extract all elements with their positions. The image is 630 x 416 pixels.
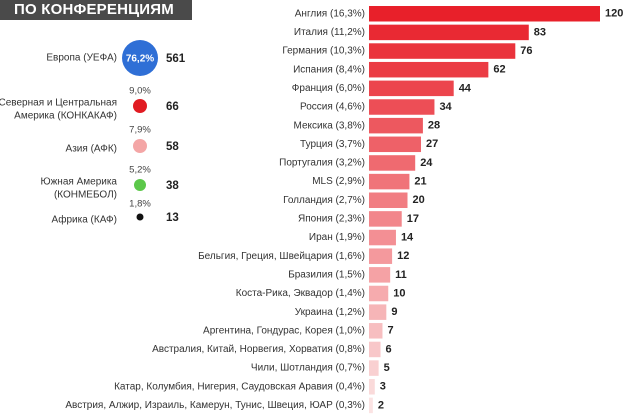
bar [369,323,383,339]
category-label: Бельгия, Греция, Швейцария (1,6%) [198,251,365,262]
conference-count: 38 [166,180,179,192]
bar [369,304,387,320]
category-label: Италия (11,2%) [294,27,365,38]
conference-label: Америка (КОНКАКАФ) [14,111,117,122]
category-label: Франция (6,0%) [292,83,365,94]
value-label: 10 [393,287,405,299]
bar [369,229,396,246]
conference-count: 561 [166,53,186,65]
value-label: 28 [428,120,440,132]
conference-item: Европа (УЕФА) 76,2% 561 [46,40,186,76]
conference-label: (КОНМЕБОЛ) [54,190,117,201]
value-label: 6 [386,343,392,355]
category-label: Иран (1,9%) [309,232,365,243]
category-label: Англия (16,3%) [295,8,365,19]
bar [369,43,516,59]
category-label: Чили, Шотландия (0,7%) [251,363,365,374]
category-label: Коста-Рика, Эквадор (1,4%) [236,288,365,299]
value-label: 9 [391,306,397,318]
conference-dot [136,213,144,221]
bar [369,397,373,414]
bar [369,267,391,283]
conference-label: Африка (КАФ) [51,214,117,226]
bar [369,379,375,395]
value-label: 83 [534,26,546,38]
bar [369,136,421,153]
conference-item: Азия (АФК) 7,9% 58 [66,125,180,155]
conference-item: Южная Америка (КОНМЕБОЛ) 5,2% 38 [41,165,180,201]
category-label: MLS (2,9%) [312,176,365,187]
conference-dot [122,40,158,76]
conference-item: Северная и Центральная Америка (КОНКАКАФ)… [0,86,179,122]
conference-percent: 5,2% [129,165,151,176]
value-label: 17 [407,213,419,225]
bar [369,80,454,97]
conference-dot [133,99,147,113]
category-label: Турция (3,7%) [300,139,365,150]
conference-label: Азия (АФК) [66,144,117,155]
category-label: Украина (1,2%) [295,307,365,318]
category-label: Аргентина, Гондурас, Корея (1,0%) [203,325,365,336]
conference-count: 66 [166,101,179,113]
bar [369,6,600,22]
conference-percent: 9,0% [129,86,151,97]
header-banner: ПО КОНФЕРЕНЦИЯМ [0,0,192,20]
conference-count: 58 [166,141,179,153]
bar [369,341,381,358]
conference-panel: Европа (УЕФА) 76,2% 561 Северная и Централь… [0,40,186,226]
category-label: Германия (10,3%) [282,46,365,57]
value-label: 11 [395,269,407,281]
conference-dot [133,139,147,153]
category-label: Бразилия (1,5%) [288,269,365,280]
value-label: 20 [413,194,425,206]
conference-item: Африка (КАФ) 1,8% 13 [51,199,178,226]
bar [369,61,489,78]
value-label: 44 [459,82,472,94]
value-label: 3 [380,381,386,393]
bar [369,211,402,227]
conference-percent: 76,2% [126,54,154,65]
conference-dot [134,179,146,191]
category-label: Голландия (2,7%) [283,195,365,206]
value-label: 7 [387,325,393,337]
value-label: 5 [384,362,390,374]
value-label: 120 [605,8,623,20]
value-label: 27 [426,138,438,150]
category-label: Япония (2,3%) [298,214,365,225]
conference-label: Южная Америка [41,177,118,188]
bar [369,99,435,115]
bar [369,155,416,171]
bar [369,360,379,376]
conference-count: 13 [166,212,179,224]
value-label: 21 [414,176,426,188]
value-label: 14 [401,231,414,243]
category-label: Мексика (3,8%) [294,120,365,131]
bar [369,24,529,41]
conference-percent: 7,9% [129,125,151,136]
header-title: ПО КОНФЕРЕНЦИЯМ [14,1,174,18]
bar [369,117,423,134]
category-label: Россия (4,6%) [300,102,365,113]
category-label: Испания (8,4%) [293,64,365,75]
value-label: 76 [520,45,532,57]
value-label: 2 [378,399,384,411]
value-label: 12 [397,250,409,262]
bar [369,285,389,302]
category-label: Португалия (3,2%) [279,158,365,169]
conference-percent: 1,8% [129,199,151,210]
bar [369,248,393,264]
bar [369,173,410,190]
value-label: 24 [420,157,433,169]
value-label: 62 [493,64,505,76]
value-label: 34 [439,101,452,113]
bar [369,192,408,208]
conference-label: Северная и Центральная [0,98,117,109]
conference-label: Европа (УЕФА) [46,53,117,64]
